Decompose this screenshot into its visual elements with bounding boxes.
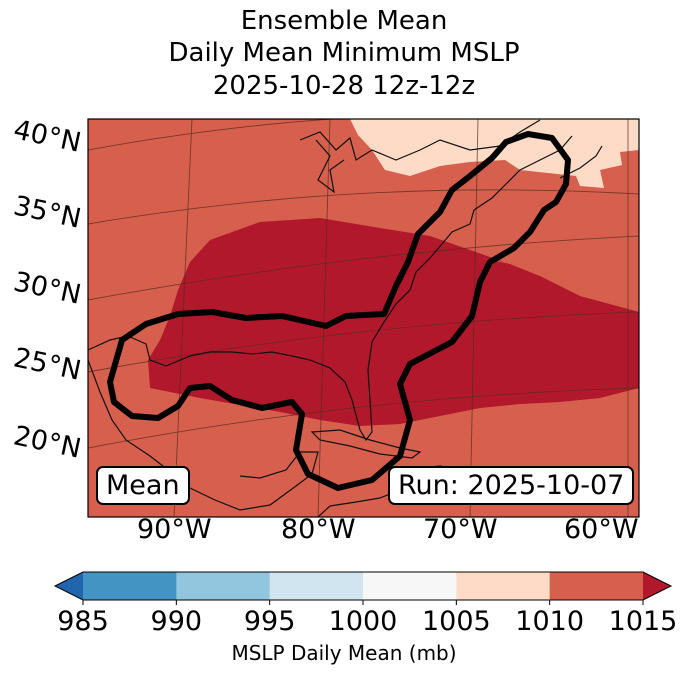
coastline-nova-scotia — [559, 145, 603, 179]
colorbar-segment-1010-1015 — [549, 572, 644, 600]
lon-label-70w: 70°W — [423, 514, 498, 545]
colorbar-tick-label-995: 995 — [243, 606, 296, 637]
run-date-label-box: Run: 2025-10-07 — [388, 466, 635, 505]
title-line-3: 2025-10-28 12z-12z — [212, 71, 476, 101]
colorbar-segment-995-1000 — [269, 572, 364, 600]
colorbar-tick-label-990: 990 — [150, 606, 203, 637]
title-line-2: Daily Mean Minimum MSLP — [168, 38, 520, 68]
colorbar-segment-990-995 — [176, 572, 271, 600]
graticule-lon-80 — [317, 119, 331, 517]
colorbar-tick-label-985: 985 — [57, 606, 109, 637]
map-frame — [87, 118, 640, 518]
colorbar-label: MSLP Daily Mean (mb) — [231, 641, 457, 665]
colorbar-tick-label-1010: 1010 — [515, 606, 585, 637]
ensemble-outline-contour — [107, 131, 571, 491]
colorbar-segment-985-990 — [83, 572, 177, 600]
graticule-lat-40 — [88, 119, 338, 151]
coastline-gulf-atlantic — [88, 135, 573, 442]
lon-label-90w: 90°W — [137, 514, 212, 545]
graticule-lat-20 — [88, 387, 639, 449]
graticule-lon-90 — [173, 119, 193, 517]
colorbar-extend-high — [643, 572, 671, 600]
pressure-region-1015 — [148, 218, 639, 426]
lon-label-60w: 60°W — [564, 514, 639, 545]
colorbar-extend-low — [55, 572, 83, 600]
colorbar-segment-1005-1010 — [456, 572, 551, 600]
coastline-mexico — [88, 359, 319, 511]
graticule-lat-25 — [88, 311, 639, 373]
coastline-central-america — [317, 489, 401, 517]
colorbar-tick-label-1005: 1005 — [421, 606, 491, 637]
lon-label-80w: 80°W — [281, 514, 356, 545]
colorbar-outline — [53, 571, 673, 601]
mean-label-box: Mean — [96, 466, 190, 505]
title-line-1: Ensemble Mean — [240, 6, 448, 36]
coastline-cuba — [310, 429, 422, 459]
colorbar-tick-label-1000: 1000 — [328, 606, 398, 637]
colorbar-segment-1000-1005 — [363, 572, 457, 600]
graticule-lat-30 — [88, 235, 639, 301]
coastline-great-lakes — [315, 139, 345, 194]
colorbar-tick-label-1015: 1015 — [608, 606, 678, 637]
